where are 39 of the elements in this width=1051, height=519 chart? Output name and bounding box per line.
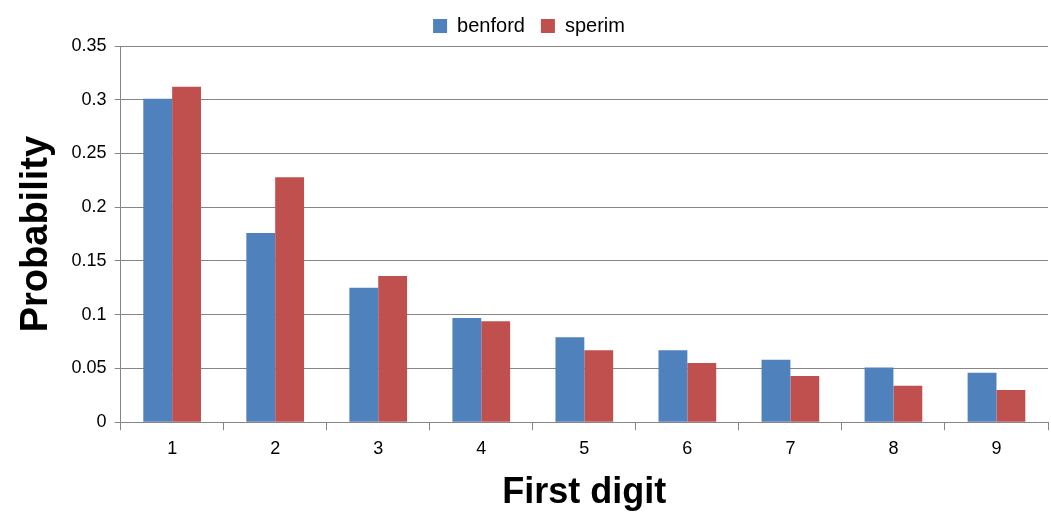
- x-tick-label: 7: [785, 437, 796, 458]
- y-tick-label: 0.2: [81, 196, 107, 217]
- bar: [452, 317, 482, 422]
- bar: [687, 363, 717, 422]
- x-tick-label: 5: [579, 437, 590, 458]
- x-tick-label: 8: [888, 437, 899, 458]
- legend-label: sperim: [564, 13, 625, 36]
- x-tick-label: 3: [373, 437, 384, 458]
- bar: [996, 389, 1026, 422]
- y-axis-title: Probability: [13, 135, 56, 333]
- bar: [864, 367, 894, 422]
- bar: [275, 177, 305, 422]
- bar: [893, 385, 923, 422]
- x-tick-label: 2: [270, 437, 281, 458]
- legend-label: benford: [457, 13, 525, 36]
- bar: [143, 98, 173, 422]
- x-tick-label: 4: [476, 437, 487, 458]
- x-tick-label: 6: [682, 437, 693, 458]
- bar: [349, 287, 379, 422]
- y-tick-label: 0.35: [71, 34, 107, 55]
- bar: [172, 86, 202, 422]
- y-tick-label: 0.25: [71, 142, 107, 163]
- bar: [761, 359, 791, 422]
- bar: [967, 372, 997, 422]
- bar: [555, 337, 585, 422]
- bar: [246, 233, 276, 422]
- bar: [481, 321, 511, 422]
- bar: [658, 350, 688, 422]
- y-tick-label: 0.1: [81, 303, 107, 324]
- y-tick-label: 0.3: [81, 88, 107, 109]
- y-tick-label: 0: [96, 411, 107, 432]
- y-tick-label: 0.15: [71, 249, 107, 270]
- x-tick-label: 9: [991, 437, 1002, 458]
- x-axis-title: First digit: [502, 470, 667, 512]
- x-tick-label: 1: [167, 437, 178, 458]
- bar: [378, 276, 408, 422]
- bar: [790, 375, 820, 422]
- bar: [584, 350, 614, 422]
- y-tick-label: 0.05: [71, 357, 107, 378]
